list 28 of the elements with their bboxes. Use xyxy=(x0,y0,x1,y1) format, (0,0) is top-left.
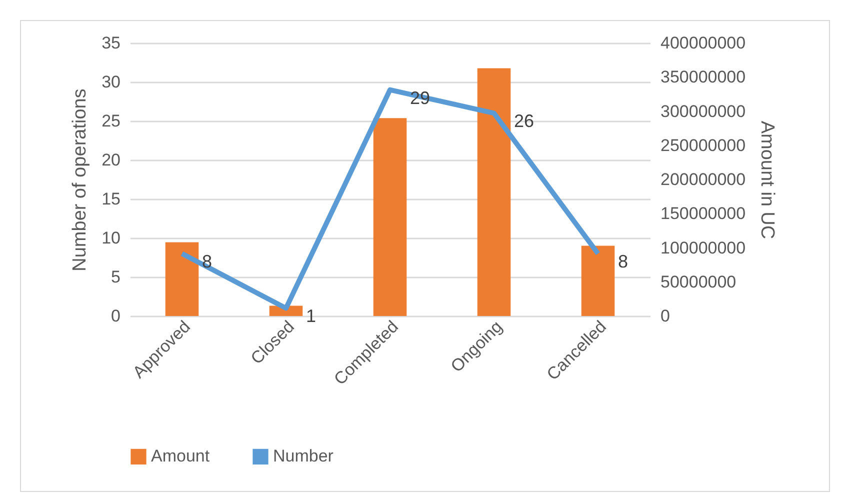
y-tick-label: 15 xyxy=(102,190,120,208)
y-axis-title: Number of operations xyxy=(70,88,91,272)
y-tick-label: 10 xyxy=(102,228,120,248)
bar xyxy=(165,242,199,316)
bar xyxy=(373,118,407,316)
data-label: 8 xyxy=(618,252,628,272)
legend-label: Amount xyxy=(151,446,210,466)
y-tick-label: 25 xyxy=(102,112,120,130)
y2-tick-label: 400000000 xyxy=(660,34,746,52)
y-tick-label: 0 xyxy=(111,306,120,326)
y-tick-label: 5 xyxy=(111,268,120,286)
y2-tick-label: 250000000 xyxy=(660,136,746,155)
y-tick-label: 20 xyxy=(102,150,120,170)
y2-axis-title: Amount in UC xyxy=(756,120,778,240)
y2-tick-label: 300000000 xyxy=(660,102,746,121)
y2-tick-label: 50000000 xyxy=(660,272,736,292)
y2-tick-label: 150000000 xyxy=(660,204,746,224)
data-label: 26 xyxy=(514,111,534,132)
y-tick-label: 30 xyxy=(102,72,120,92)
bar xyxy=(477,68,511,316)
y2-tick-label: 350000000 xyxy=(660,68,746,87)
legend-label: Number xyxy=(273,446,334,466)
y-tick-label: 35 xyxy=(102,34,120,52)
y2-tick-label: 100000000 xyxy=(660,238,746,258)
data-label: 1 xyxy=(306,306,316,326)
y2-tick-label: 0 xyxy=(660,306,670,326)
y2-tick-label: 200000000 xyxy=(660,170,746,189)
bar xyxy=(581,246,615,316)
